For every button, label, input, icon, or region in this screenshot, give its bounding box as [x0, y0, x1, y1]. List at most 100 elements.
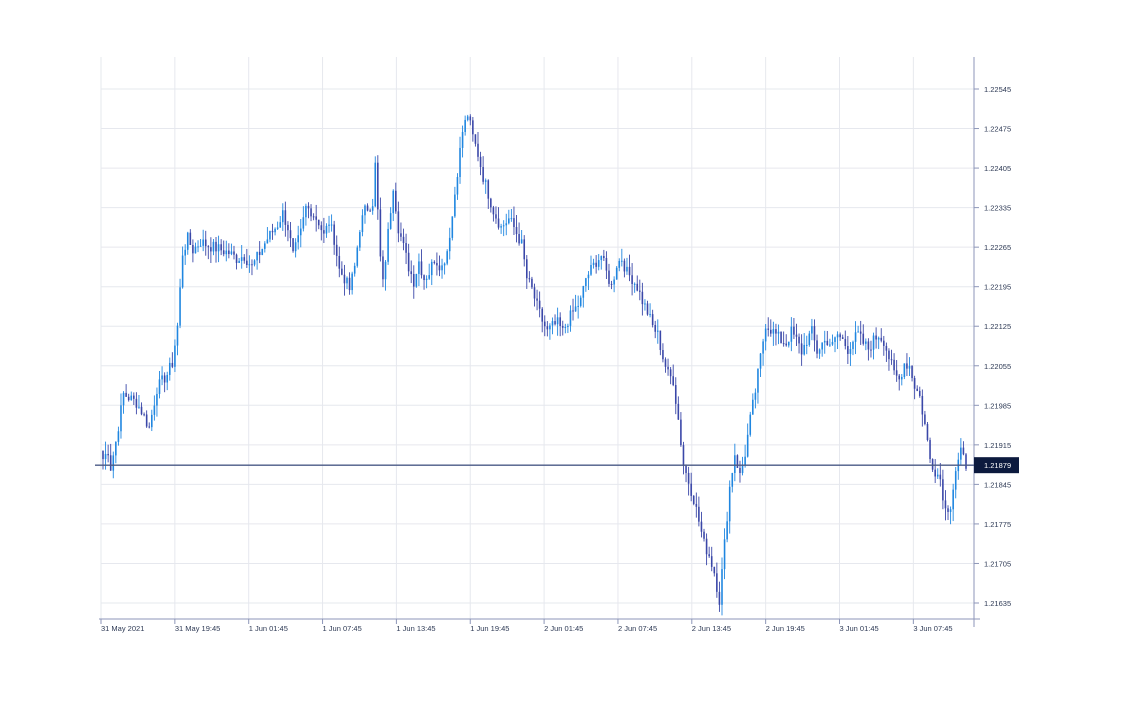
candle-body: [893, 359, 895, 371]
x-tick-label: 3 Jun 01:45: [840, 624, 879, 633]
candle-body: [870, 349, 872, 351]
candle-body: [392, 190, 395, 214]
candle-body: [585, 278, 587, 287]
candle-body: [446, 251, 448, 264]
candle-body: [461, 131, 464, 148]
candle-body: [759, 353, 762, 369]
candle-body: [960, 447, 962, 460]
candle-body: [811, 326, 813, 334]
candle-body: [859, 331, 862, 334]
candle-body: [852, 341, 854, 350]
candle-body: [228, 250, 230, 255]
candle-body: [703, 531, 705, 539]
x-tick-label: 3 Jun 07:45: [913, 624, 952, 633]
candle-body: [554, 321, 556, 325]
candle-body: [633, 283, 636, 285]
candle-body: [400, 233, 402, 237]
candle-body: [433, 261, 436, 263]
candle-body: [112, 455, 115, 471]
candle-body: [746, 434, 749, 457]
candle-body: [346, 277, 348, 284]
candle-body: [145, 414, 148, 427]
candle-body: [862, 333, 865, 344]
candle-body: [564, 326, 567, 328]
candle-body: [726, 521, 728, 540]
candle-body: [117, 431, 120, 442]
y-tick-label: 1.22195: [984, 283, 1011, 292]
candle-body: [454, 194, 456, 217]
candle-body: [174, 345, 176, 367]
y-tick-label: 1.22265: [984, 243, 1011, 252]
candle-body: [954, 471, 957, 490]
candle-body: [962, 447, 965, 455]
candle-body: [235, 254, 238, 263]
candle-body: [451, 216, 454, 238]
candle-body: [708, 554, 710, 557]
candle-body: [621, 260, 623, 262]
x-tick-label: 1 Jun 07:45: [323, 624, 362, 633]
candle-body: [877, 337, 880, 340]
candle-body: [335, 244, 338, 256]
candle-body: [728, 486, 731, 522]
candle-body: [186, 232, 189, 250]
candle-body: [479, 156, 482, 167]
candle-body: [243, 257, 246, 261]
candle-body: [369, 210, 371, 212]
candle-body: [143, 414, 145, 416]
candle-body: [261, 248, 264, 255]
candle-body: [366, 205, 369, 211]
candle-body: [680, 419, 682, 446]
candle-body: [921, 395, 924, 415]
candle-body: [202, 239, 204, 246]
y-tick-label: 1.22055: [984, 362, 1011, 371]
candle-body: [667, 366, 669, 370]
candle-body: [389, 213, 392, 229]
candle-body: [330, 224, 333, 226]
current-price-marker: 1.21879: [95, 457, 1019, 474]
candle-body: [944, 500, 947, 509]
candle-body: [338, 255, 341, 269]
candle-body: [615, 267, 618, 280]
candle-body: [613, 279, 615, 285]
candle-body: [690, 483, 692, 496]
candle-body: [176, 325, 179, 346]
x-tick-label: 2 Jun 13:45: [692, 624, 731, 633]
candle-body: [253, 260, 256, 265]
candle-body: [603, 256, 605, 259]
candle-body: [204, 239, 207, 247]
candle-body: [831, 341, 834, 345]
y-tick-label: 1.22475: [984, 125, 1011, 134]
candle-body: [430, 261, 433, 276]
candle-body: [148, 426, 151, 428]
candle-body: [120, 405, 122, 432]
x-tick-label: 1 Jun 19:45: [470, 624, 509, 633]
candle-body: [281, 210, 284, 223]
candle-body: [289, 230, 292, 239]
candle-body: [536, 298, 538, 301]
candle-body: [538, 300, 541, 309]
candle-body: [315, 216, 317, 220]
candle-body: [279, 222, 282, 228]
candle-body: [497, 218, 500, 228]
candle-body: [500, 226, 502, 228]
candle-body: [687, 472, 690, 484]
candle-body: [847, 346, 849, 354]
candle-body: [826, 340, 829, 346]
candle-body: [872, 335, 875, 350]
current-price-tag: [974, 457, 1019, 474]
candle-body: [210, 247, 212, 252]
candle-body: [428, 275, 430, 279]
candle-body: [600, 256, 603, 261]
candle-body: [710, 556, 713, 567]
candle-body: [592, 262, 595, 265]
current-price-label: 1.21879: [984, 461, 1011, 470]
candle-body: [168, 362, 171, 375]
candle-body: [533, 287, 536, 299]
candle-body: [513, 218, 515, 228]
candle-body: [736, 455, 739, 468]
candle-body: [325, 225, 328, 234]
candle-body: [770, 329, 772, 334]
candle-body: [133, 395, 135, 399]
candle-body: [723, 539, 726, 570]
